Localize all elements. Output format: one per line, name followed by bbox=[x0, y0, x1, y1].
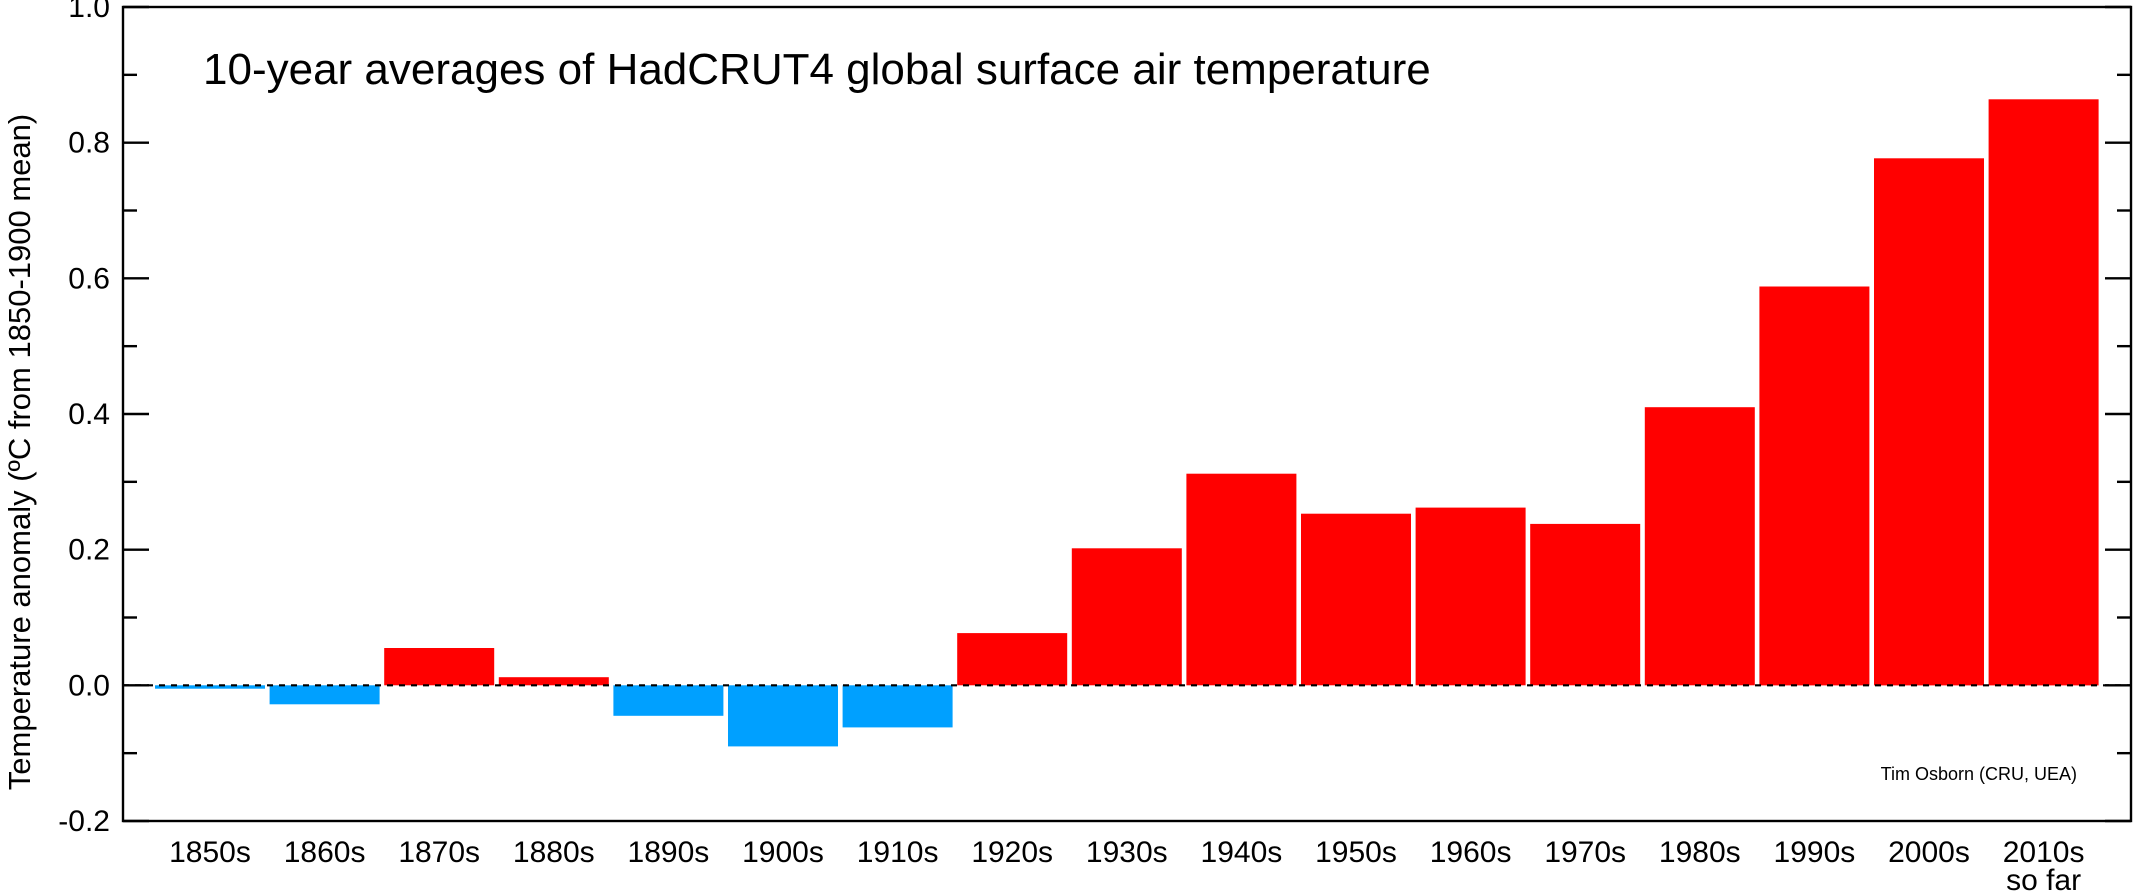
x-tick-label-1880s: 1880s bbox=[513, 836, 595, 869]
x-tick-label-1970s: 1970s bbox=[1544, 836, 1626, 869]
bars-layer bbox=[155, 99, 2099, 747]
y-axis-label: Temperature anomaly (ºC from 1850-1900 m… bbox=[2, 114, 37, 790]
x-tick-label-1990s: 1990s bbox=[1774, 836, 1856, 869]
chart-title: 10-year averages of HadCRUT4 global surf… bbox=[203, 45, 1431, 94]
bar-1860s bbox=[269, 685, 380, 705]
y-tick-label: 0.0 bbox=[68, 669, 110, 702]
bar-2010s bbox=[1988, 99, 2099, 686]
y-tick-label: 0.2 bbox=[68, 534, 110, 567]
x-tick-label-1910s: 1910s bbox=[857, 836, 939, 869]
bar-1970s bbox=[1530, 523, 1641, 686]
x-tick-label-1870s: 1870s bbox=[398, 836, 480, 869]
x-tick-labels: 1850s 1860s 1870s 1880s 1890s 1900s 1910s 1920s… bbox=[169, 836, 2084, 893]
bar-1870s bbox=[384, 648, 495, 686]
bar-1900s bbox=[728, 685, 838, 747]
bar-1890s bbox=[613, 685, 724, 716]
bar-2000s bbox=[1874, 158, 1984, 686]
bar-1990s bbox=[1759, 286, 1870, 686]
x-tick-label-1920s: 1920s bbox=[971, 836, 1053, 869]
y-tick-label: -0.2 bbox=[58, 805, 110, 838]
x-tick-label-2000s: 2000s bbox=[1888, 836, 1970, 869]
bar-1960s bbox=[1415, 507, 1526, 686]
x-tick-sublabel: so far bbox=[2006, 864, 2081, 893]
bar-1880s bbox=[498, 677, 609, 686]
x-tick-label-1980s: 1980s bbox=[1659, 836, 1741, 869]
x-tick-label-2010s: 2010s bbox=[2003, 836, 2085, 869]
bar-1850s bbox=[155, 685, 265, 689]
x-tick-label-1890s: 1890s bbox=[628, 836, 710, 869]
axes bbox=[121, 5, 2133, 823]
y-tick-labels: -0.2 0.0 0.2 0.4 0.6 0.8 1.0 bbox=[58, 0, 110, 838]
bar-1980s bbox=[1644, 407, 1755, 686]
x-tick-label-1850s: 1850s bbox=[169, 836, 251, 869]
x-tick-label-1950s: 1950s bbox=[1315, 836, 1397, 869]
y-tick-label: 0.6 bbox=[68, 262, 110, 295]
bar-1940s bbox=[1186, 473, 1297, 686]
x-tick-label-1860s: 1860s bbox=[284, 836, 366, 869]
bar-1920s bbox=[957, 633, 1068, 686]
x-tick-label-1960s: 1960s bbox=[1430, 836, 1512, 869]
bar-1910s bbox=[842, 685, 953, 728]
bar-1950s bbox=[1301, 513, 1411, 686]
y-tick-label: 1.0 bbox=[68, 0, 110, 24]
y-tick-label: 0.4 bbox=[68, 398, 110, 431]
y-tick-label: 0.8 bbox=[68, 127, 110, 160]
x-tick-label-1900s: 1900s bbox=[742, 836, 824, 869]
credit-text: Tim Osborn (CRU, UEA) bbox=[1881, 764, 2077, 784]
bar-1930s bbox=[1071, 548, 1182, 686]
x-tick-label-1940s: 1940s bbox=[1201, 836, 1283, 869]
x-tick-label-1930s: 1930s bbox=[1086, 836, 1168, 869]
